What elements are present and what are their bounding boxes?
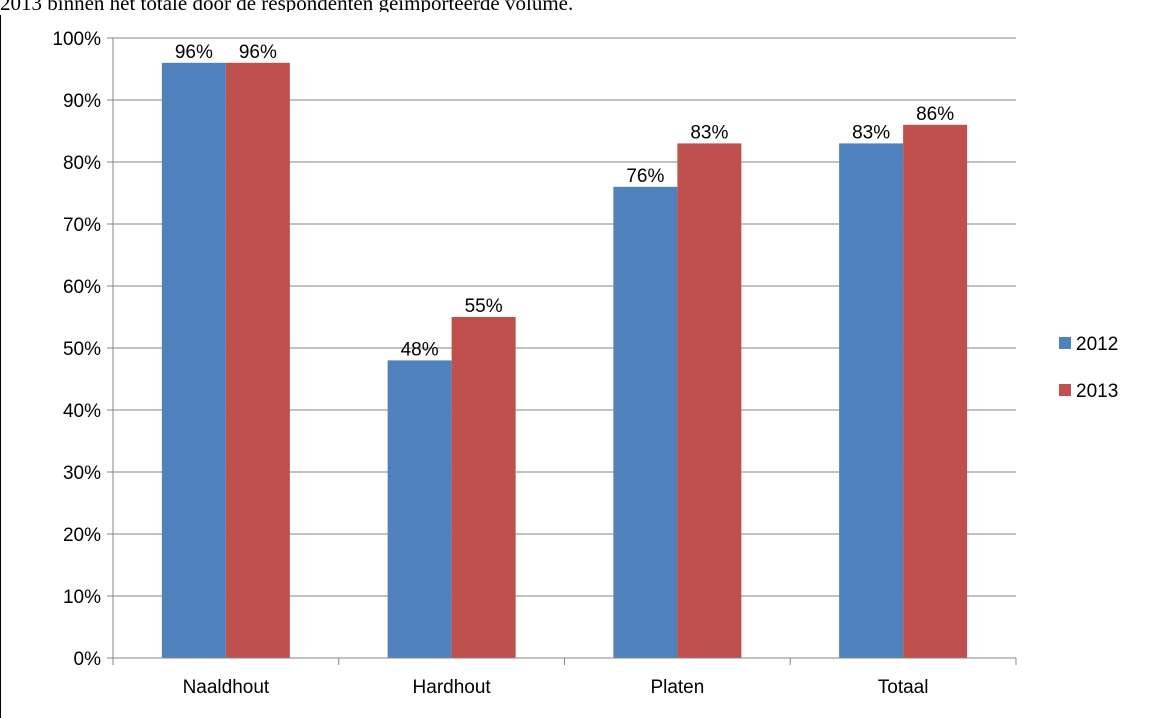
- bar-2013: [451, 317, 516, 658]
- bar-2012: [839, 143, 904, 658]
- y-tick-label: 10%: [63, 587, 101, 608]
- data-label: 96%: [239, 42, 277, 63]
- data-label: 83%: [690, 122, 728, 143]
- labels: 0% 10% 20% 30% 40% 50% 60% 70% 80% 90% 100% Naaldho…: [52, 29, 954, 698]
- legend-label: 2012: [1076, 334, 1118, 355]
- legend-swatch-2012: [1059, 337, 1071, 349]
- y-tick-label: 50%: [63, 339, 101, 360]
- bars: [161, 62, 968, 659]
- data-label: 55%: [465, 296, 503, 317]
- bar-2013: [903, 124, 968, 659]
- axes: [107, 37, 1017, 665]
- chart-frame: [0, 15, 1150, 718]
- data-label: 83%: [852, 122, 890, 143]
- y-tick-label: 60%: [63, 277, 101, 298]
- bar-2012: [613, 186, 678, 659]
- y-tick-label: 70%: [63, 215, 101, 236]
- data-label: 76%: [626, 166, 664, 187]
- legend-swatch-2013: [1059, 384, 1071, 396]
- legend-label: 2013: [1076, 381, 1118, 402]
- bar-2012: [161, 62, 226, 659]
- data-label: 96%: [175, 42, 213, 63]
- bar-2012: [387, 360, 452, 658]
- y-tick-label: 90%: [63, 91, 101, 112]
- y-tick-label: 30%: [63, 463, 101, 484]
- category-label: Totaal: [878, 677, 929, 698]
- y-tick-label: 80%: [63, 153, 101, 174]
- bar-2013: [677, 143, 742, 658]
- legend: 2012 2013: [1059, 334, 1118, 402]
- caption-text: 2013 binnen het totale door de responden…: [0, 0, 574, 12]
- category-label: Hardhout: [413, 677, 492, 698]
- y-tick-label: 100%: [52, 29, 101, 50]
- category-label: Platen: [650, 677, 704, 698]
- y-tick-label: 20%: [63, 525, 101, 546]
- bar-2013: [225, 62, 290, 659]
- y-tick-label: 0%: [74, 649, 102, 670]
- y-tick-label: 40%: [63, 401, 101, 422]
- data-label: 86%: [916, 104, 954, 125]
- data-label: 48%: [401, 339, 439, 360]
- category-label: Naaldhout: [183, 677, 270, 698]
